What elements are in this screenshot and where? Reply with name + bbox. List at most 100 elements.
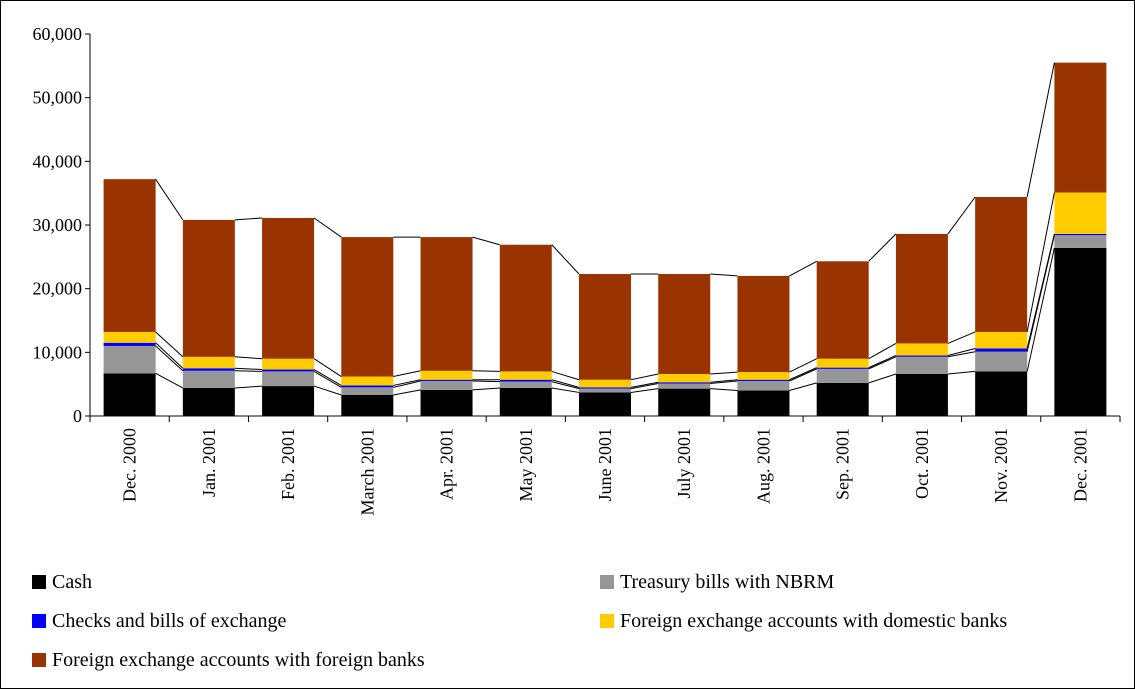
y-tick-label: 50,000 (33, 88, 83, 108)
bar-segment (499, 244, 552, 372)
bar-segment (103, 331, 156, 343)
bar-segment (182, 219, 235, 357)
x-tick-label: Aug. 2001 (753, 428, 773, 504)
bar-segment (975, 351, 1028, 372)
bar-segment (579, 274, 631, 380)
connector (1026, 247, 1055, 372)
connector (234, 217, 263, 221)
bar-segment (420, 237, 473, 371)
connector (630, 373, 659, 381)
bar-segment (658, 382, 711, 384)
bar-segment (499, 379, 552, 382)
x-tick-label: Dec. 2001 (1070, 428, 1090, 502)
bar-segment (1054, 235, 1107, 248)
bar-segment (579, 388, 631, 393)
legend-swatch (32, 653, 46, 667)
connector (155, 372, 184, 389)
connector (393, 379, 421, 386)
connector (630, 388, 659, 393)
connector (868, 373, 897, 384)
connector (710, 380, 738, 385)
bar-segment (975, 348, 1028, 352)
bar-segment (816, 358, 869, 368)
bar-segment (499, 371, 552, 380)
connector (313, 358, 342, 377)
connector (234, 367, 263, 371)
bar-segment (975, 196, 1028, 332)
connector (313, 371, 342, 388)
legend-label: Foreign exchange accounts with domestic … (620, 610, 1007, 632)
bar-segment (579, 392, 631, 416)
connector (155, 342, 184, 369)
bar-segment (658, 383, 711, 389)
x-tick-label: Dec. 2000 (120, 428, 140, 502)
connector (789, 382, 817, 392)
bar-segment (341, 237, 394, 377)
connector (551, 387, 580, 393)
bar-segment (103, 342, 156, 346)
bar-segment (1054, 247, 1107, 416)
connector (868, 233, 897, 262)
x-tick-label: Nov. 2001 (991, 428, 1011, 503)
bar-segment (182, 370, 235, 388)
x-tick-label: March 2001 (357, 428, 377, 515)
connector (155, 345, 184, 372)
bar-segment (975, 371, 1028, 416)
connector (947, 331, 976, 344)
x-tick-label: May 2001 (516, 428, 536, 502)
connector (472, 387, 500, 391)
connector (551, 370, 580, 381)
connector (789, 367, 817, 381)
bar-segment (262, 369, 315, 372)
bar-segment (182, 387, 235, 416)
bar-segment (816, 367, 869, 369)
bar-segment (262, 386, 315, 416)
x-tick-label: Feb. 2001 (278, 428, 298, 500)
bar-segment (341, 385, 394, 388)
bar-segment (895, 233, 948, 344)
bar-segment (103, 179, 156, 332)
bar-segment (420, 380, 473, 390)
bar-segment (658, 274, 711, 374)
x-tick-label: June 2001 (595, 428, 615, 502)
bar-segment (182, 356, 235, 369)
connector (947, 370, 976, 375)
connector (472, 380, 500, 383)
legend-swatch (32, 575, 46, 589)
bar-segment (262, 217, 315, 359)
y-tick-label: 60,000 (33, 24, 83, 44)
connector (789, 358, 817, 373)
bar-segment (341, 376, 394, 386)
connector (472, 370, 500, 372)
legend-label: Treasury bills with NBRM (620, 571, 835, 593)
connector (710, 388, 738, 392)
bar-segment (1054, 62, 1107, 193)
bar-segment (658, 388, 711, 416)
connector (393, 370, 421, 378)
bar-segment (341, 387, 394, 395)
bar-segment (895, 356, 948, 374)
connector (155, 331, 184, 358)
connector (234, 356, 263, 360)
bar-segment (816, 261, 869, 359)
bar-segment (579, 387, 631, 389)
bar-segment (737, 380, 790, 391)
legend-swatch (600, 575, 614, 589)
connector (155, 178, 184, 221)
connector (630, 383, 659, 390)
bar-segment (499, 387, 552, 416)
bar-segment (103, 345, 156, 374)
bar-segment (420, 379, 473, 381)
legend-label: Cash (52, 571, 92, 593)
bar-segment (420, 370, 473, 380)
legend-swatch (32, 614, 46, 628)
bar-segment (816, 368, 869, 383)
bar-segment (895, 355, 948, 357)
connector (472, 236, 500, 246)
connector (710, 371, 738, 375)
bar-segment (1054, 233, 1107, 236)
connector (789, 260, 817, 277)
connector (1026, 62, 1055, 198)
